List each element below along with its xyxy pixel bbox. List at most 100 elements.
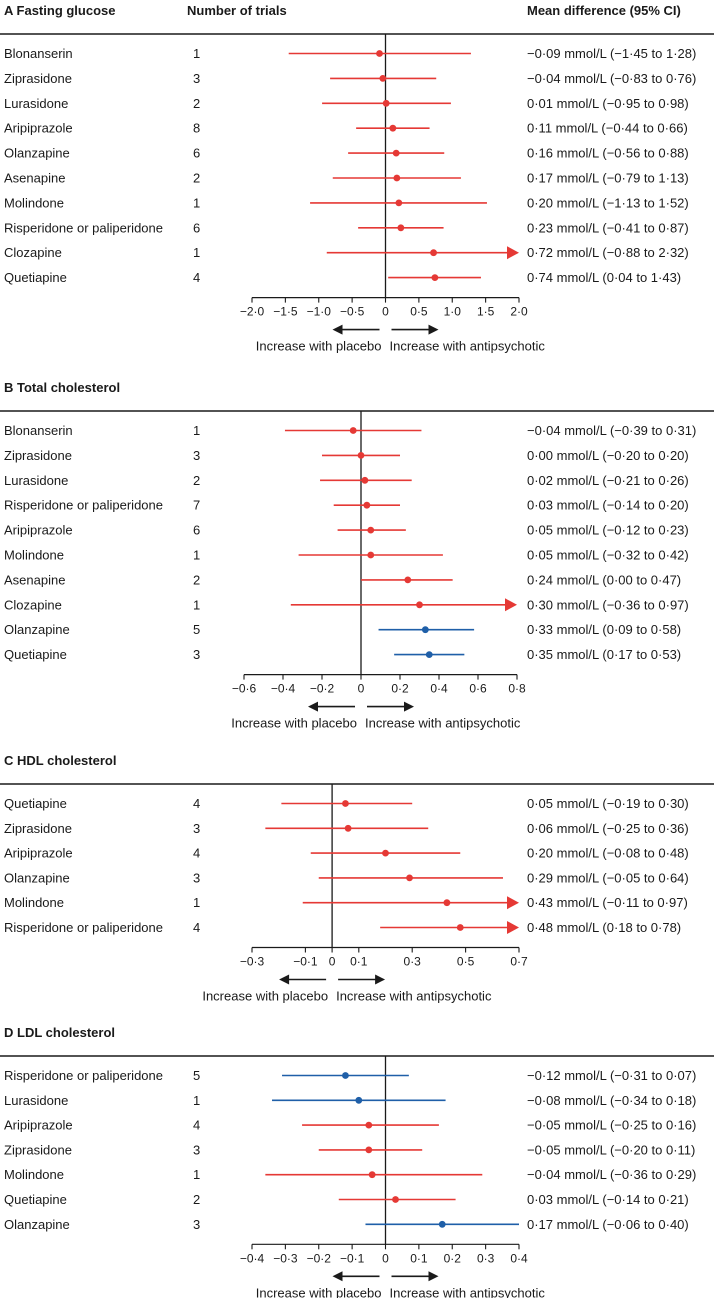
effect-ci-text: −0·04 mmol/L (−0·39 to 0·31): [527, 423, 696, 438]
effect-ci-text: 0·30 mmol/L (−0·36 to 0·97): [527, 597, 689, 612]
x-tick-label: 0·3: [404, 955, 422, 969]
direction-label-placebo: Increase with placebo: [256, 1285, 382, 1298]
trial-count: 4: [193, 920, 200, 935]
panel-title-text: LDL cholesterol: [17, 1025, 115, 1040]
trial-count: 6: [193, 220, 200, 235]
forest-row: Asenapine 2 0·24 mmol/L (0·00 to 0·47): [4, 572, 681, 587]
x-tick-label: 0·6: [469, 682, 487, 696]
effect-ci-text: 0·11 mmol/L (−0·44 to 0·66): [527, 121, 688, 136]
point-estimate: [367, 551, 375, 559]
point-estimate: [349, 427, 357, 434]
panel-title-text: HDL cholesterol: [17, 753, 116, 768]
direction-arrowhead-left: [332, 324, 343, 335]
drug-label: Ziprasidone: [4, 821, 72, 836]
direction-arrowhead-left: [332, 1271, 343, 1282]
effect-ci-text: 0·72 mmol/L (−0·88 to 2·32): [527, 245, 689, 260]
panel-letter: B: [4, 380, 17, 395]
x-tick-label: 0·8: [508, 682, 526, 696]
point-estimate: [406, 874, 413, 882]
header-mean-difference: Mean difference (95% CI): [527, 3, 681, 18]
effect-ci-text: 0·03 mmol/L (−0·14 to 0·20): [527, 498, 689, 513]
drug-label: Olanzapine: [4, 1217, 70, 1232]
ci-truncation-arrow: [505, 598, 517, 612]
drug-label: Quetiapine: [4, 1192, 67, 1207]
trial-count: 1: [193, 1093, 200, 1108]
x-tick-label: −0·6: [232, 682, 257, 696]
point-estimate: [365, 1146, 373, 1154]
drug-label: Olanzapine: [4, 622, 70, 637]
drug-label: Clozapine: [4, 597, 62, 612]
effect-ci-text: −0·09 mmol/L (−1·45 to 1·28): [527, 46, 696, 61]
point-estimate: [382, 849, 389, 857]
x-tick-label: 2·0: [510, 305, 528, 319]
forest-row: Aripiprazole 4 0·20 mmol/L (−0·08 to 0·48): [4, 846, 689, 861]
drug-label: Aripiprazole: [4, 846, 73, 861]
trial-count: 1: [193, 895, 200, 910]
drug-label: Asenapine: [4, 572, 65, 587]
point-estimate: [363, 501, 371, 509]
effect-ci-text: 0·01 mmol/L (−0·95 to 0·98): [527, 96, 689, 111]
x-tick-label: −0·1: [340, 1251, 365, 1265]
panel-title: A Fasting glucose: [4, 3, 116, 18]
direction-arrowhead-right: [428, 324, 439, 335]
forest-row: Olanzapine 3 0·29 mmol/L (−0·05 to 0·64): [4, 870, 689, 885]
point-estimate: [382, 99, 390, 107]
trial-count: 3: [193, 1142, 200, 1157]
trial-count: 3: [193, 1217, 200, 1232]
effect-ci-text: −0·08 mmol/L (−0·34 to 0·18): [527, 1093, 696, 1108]
drug-label: Molindone: [4, 895, 64, 910]
trial-count: 1: [193, 597, 200, 612]
forest-row: Asenapine 2 0·17 mmol/L (−0·79 to 1·13): [4, 171, 689, 186]
panel-title-text: Fasting glucose: [17, 3, 116, 18]
drug-label: Molindone: [4, 1167, 64, 1182]
effect-ci-text: 0·43 mmol/L (−0·11 to 0·97): [527, 895, 688, 910]
panel-letter: C: [4, 753, 17, 768]
effect-ci-text: −0·05 mmol/L (−0·25 to 0·16): [527, 1118, 696, 1133]
point-estimate: [404, 576, 412, 584]
panel-d: D LDL cholesterol Risperidone or paliperi…: [0, 1025, 714, 1298]
trial-count: 1: [193, 46, 200, 61]
point-estimate: [389, 124, 397, 132]
forest-row: Risperidone or paliperidone 5 −0·12 mmol/L…: [4, 1068, 696, 1083]
point-estimate: [344, 824, 352, 832]
point-estimate: [397, 224, 405, 232]
x-tick-label: −0·4: [271, 682, 296, 696]
effect-ci-text: 0·05 mmol/L (−0·19 to 0·30): [527, 796, 689, 811]
x-tick-label: 1·5: [477, 305, 495, 319]
point-estimate: [357, 452, 365, 459]
direction-arrowhead-right: [404, 701, 414, 712]
trial-count: 2: [193, 1192, 200, 1207]
forest-row: Quetiapine 2 0·03 mmol/L (−0·14 to 0·21): [4, 1192, 689, 1207]
effect-ci-text: 0·02 mmol/L (−0·21 to 0·26): [527, 473, 689, 488]
point-estimate: [416, 601, 423, 609]
x-tick-label: 0·7: [510, 955, 528, 969]
point-estimate: [361, 476, 369, 484]
direction-arrowhead-right: [428, 1271, 439, 1282]
forest-row: Molindone 1 0·20 mmol/L (−1·13 to 1·52): [4, 195, 689, 210]
effect-ci-text: 0·05 mmol/L (−0·32 to 0·42): [527, 548, 689, 563]
x-tick-label: 0: [382, 1251, 389, 1265]
point-estimate: [393, 174, 401, 182]
trial-count: 3: [193, 647, 200, 662]
forest-row: Lurasidone 2 0·02 mmol/L (−0·21 to 0·26): [4, 473, 689, 488]
ci-truncation-arrow: [507, 246, 519, 260]
drug-label: Lurasidone: [4, 96, 68, 111]
x-tick-label: −0·3: [240, 955, 265, 969]
drug-label: Asenapine: [4, 171, 65, 186]
forest-row: Quetiapine 4 0·05 mmol/L (−0·19 to 0·30): [4, 796, 689, 811]
trial-count: 3: [193, 71, 200, 86]
x-tick-label: −0·3: [273, 1251, 298, 1265]
drug-label: Blonanserin: [4, 423, 73, 438]
x-tick-label: −1·5: [273, 305, 298, 319]
forest-row: Ziprasidone 3 −0·05 mmol/L (−0·20 to 0·11): [4, 1142, 695, 1157]
trial-count: 4: [193, 796, 200, 811]
drug-label: Risperidone or paliperidone: [4, 220, 163, 235]
x-tick-label: 0·2: [444, 1251, 462, 1265]
drug-label: Risperidone or paliperidone: [4, 920, 163, 935]
drug-label: Risperidone or paliperidone: [4, 498, 163, 513]
point-estimate: [376, 50, 383, 57]
effect-ci-text: −0·04 mmol/L (−0·83 to 0·76): [527, 71, 696, 86]
effect-ci-text: 0·33 mmol/L (0·09 to 0·58): [527, 622, 681, 637]
forest-row: Olanzapine 6 0·16 mmol/L (−0·56 to 0·88): [4, 146, 689, 161]
forest-row: Blonanserin 1 −0·04 mmol/L (−0·39 to 0·31): [4, 423, 696, 438]
